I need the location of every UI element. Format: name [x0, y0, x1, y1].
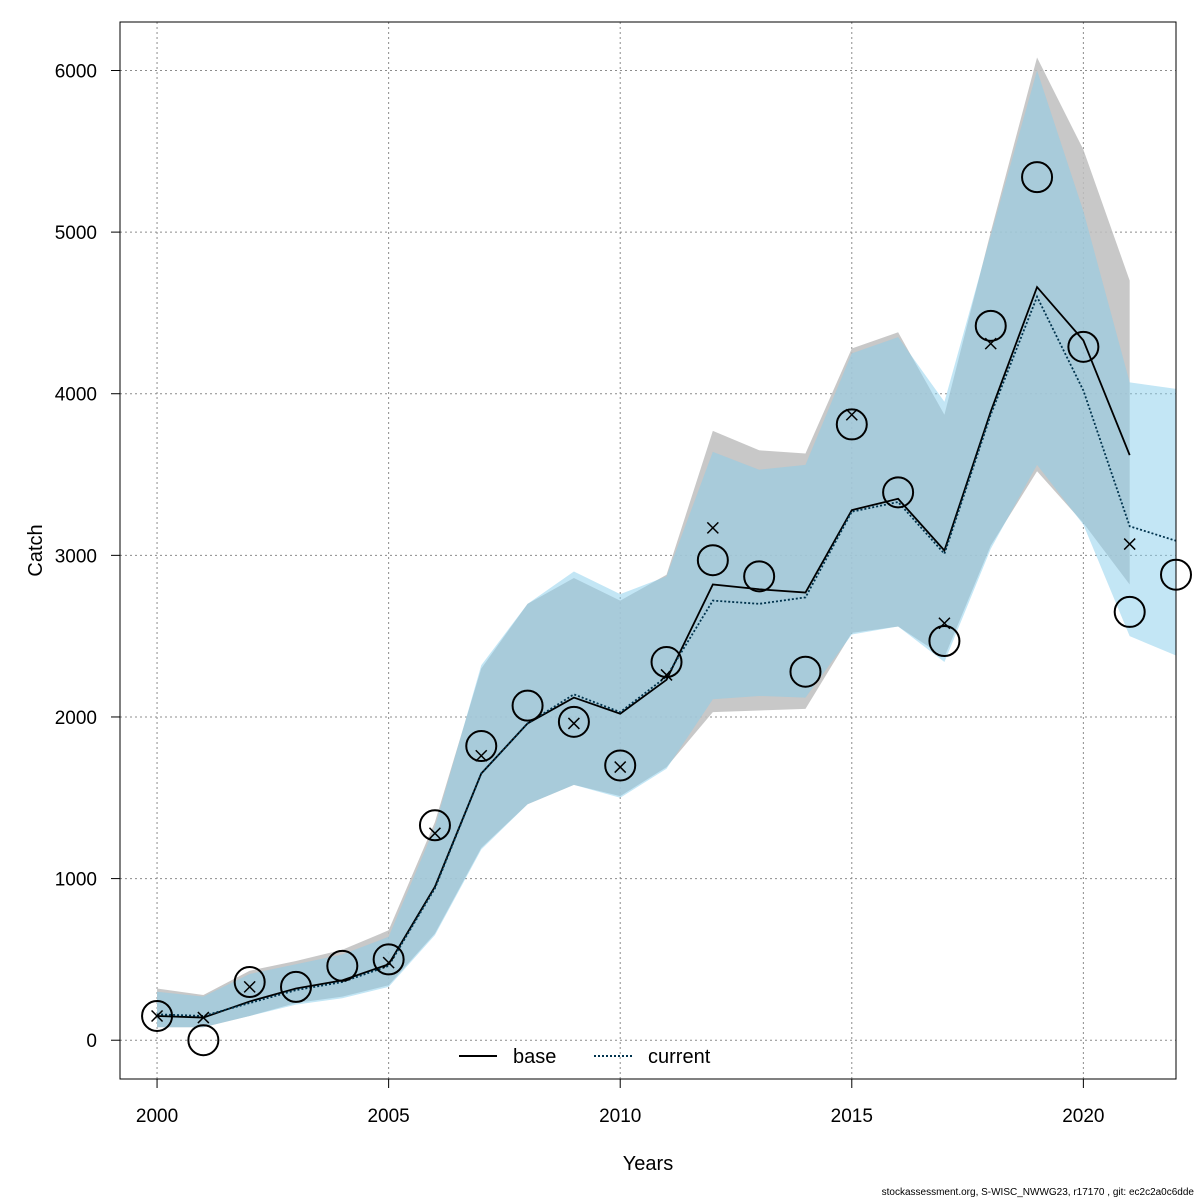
axes: 2000 2005 2010 2015 2020 0 1000 2000 3000 4000 500…: [55, 61, 1105, 1127]
observed-circle-current-2007: [465, 730, 498, 763]
observed-circle-current-2012: [696, 544, 729, 577]
observed-circle-current-2001: [187, 1024, 220, 1057]
observed-cross-base-2002: [243, 980, 256, 993]
y-tick-label-4000: 4000: [55, 385, 97, 406]
observed-circle-current-2020: [1067, 330, 1100, 363]
observed-circle-current-2009: [557, 705, 590, 738]
observed-circle-current-2018: [974, 309, 1007, 342]
observed-circle-current-2000: [141, 999, 174, 1032]
x-tick-label-2000: 2000: [136, 1106, 178, 1127]
observed-circle-current-2003: [280, 970, 312, 1003]
y-tick-label-5000: 5000: [55, 223, 97, 244]
confidence-band-current: [157, 70, 1176, 1028]
observed-cross-base-2021: [1123, 538, 1136, 551]
observed-cross-base-2015: [845, 408, 858, 421]
observed-circle-current-2015: [835, 408, 868, 441]
observed-circle-current-2019: [1021, 161, 1054, 194]
observed-circle-current-2002: [233, 966, 266, 999]
observed-cross-base-2012: [706, 521, 719, 534]
x-tick-label-2010: 2010: [599, 1106, 641, 1127]
estimate-line-base: [157, 285, 1131, 1019]
y-axis-title: Catch: [25, 524, 47, 576]
observed-circle-current-2008: [511, 689, 544, 722]
estimate-line-current: [157, 294, 1176, 1017]
y-tick-label-0: 0: [86, 1031, 97, 1052]
observed-cross-base-2005: [382, 956, 395, 969]
observed-circle-current-2005: [372, 943, 405, 976]
observation-markers: [141, 161, 1192, 1057]
x-tick-label-2015: 2015: [831, 1106, 873, 1127]
y-tick-label-6000: 6000: [55, 61, 97, 82]
x-tick-label-2020: 2020: [1062, 1106, 1104, 1127]
observed-cross-base-2009: [567, 717, 580, 730]
x-tick-label-2005: 2005: [367, 1106, 409, 1127]
observed-cross-base-2010: [614, 761, 627, 774]
observed-circle-current-2014: [789, 655, 822, 688]
observed-circle-current-2011: [650, 646, 683, 679]
observed-cross-base-2001: [197, 1011, 210, 1024]
confidence-bands: [157, 57, 1176, 1028]
observed-circle-current-2013: [743, 560, 776, 593]
observed-cross-base-2011: [660, 668, 673, 681]
observed-circle-current-2016: [882, 476, 915, 509]
observed-circle-current-2021: [1113, 595, 1146, 628]
x-axis-title: Years: [623, 1153, 673, 1175]
observed-circle-current-2017: [928, 625, 961, 658]
observed-cross-base-2006: [428, 827, 441, 840]
legend-label-current: current: [648, 1046, 711, 1068]
legend-label-base: base: [513, 1046, 556, 1068]
y-tick-label-2000: 2000: [55, 708, 97, 729]
grid: [120, 22, 1176, 1079]
estimate-lines: [157, 285, 1176, 1019]
observed-cross-base-2007: [475, 749, 488, 762]
y-tick-label-1000: 1000: [55, 870, 97, 891]
observed-cross-base-2000: [151, 1009, 164, 1023]
observed-circle-current-2006: [418, 809, 451, 842]
observed-circle-current-2010: [604, 749, 637, 782]
legend: base current: [459, 1046, 711, 1068]
footer-attribution: stockassessment.org, S-WISC_NWWG23, r171…: [881, 1187, 1194, 1198]
observed-circle-current-2004: [326, 949, 359, 982]
y-tick-label-3000: 3000: [55, 546, 97, 567]
